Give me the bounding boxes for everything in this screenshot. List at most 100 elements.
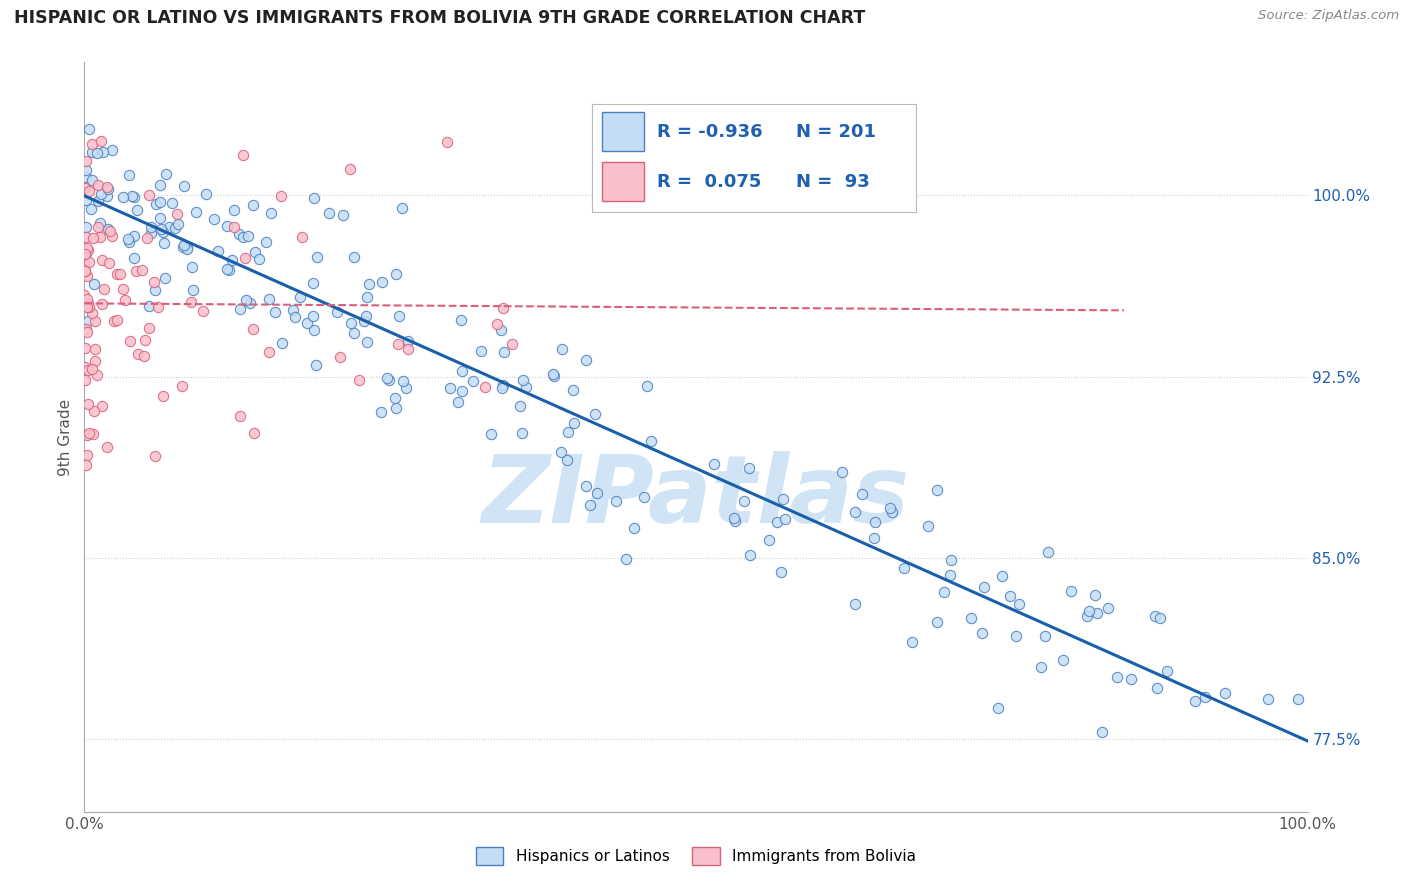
Point [578,499,600,513]
Point [353,314,375,328]
Point [1084,588,1107,602]
Point [356,291,378,305]
Point [723,510,745,524]
Point [96,180,118,194]
Point [304,323,326,337]
Point [343,326,366,341]
Point [862,532,884,546]
Point [221,252,243,267]
Point [100,228,122,243]
Point [152,225,174,239]
Point [893,561,915,575]
Point [396,342,419,356]
Point [166,217,188,231]
Point [1105,670,1128,684]
Point [86,368,108,382]
Point [512,373,534,387]
Point [990,569,1012,583]
Point [89,216,111,230]
Point [254,235,277,249]
Point [396,334,419,349]
Point [77,363,100,377]
Point [879,501,901,516]
Point [75,153,97,168]
Point [1059,584,1081,599]
Point [326,304,349,318]
Point [82,427,104,442]
Point [90,400,112,414]
Point [77,244,100,258]
Point [235,293,257,307]
Point [510,425,533,440]
Point [83,277,105,291]
Y-axis label: 9th Grade: 9th Grade [58,399,73,475]
Text: HISPANIC OR LATINO VS IMMIGRANTS FROM BOLIVIA 9TH GRADE CORRELATION CHART: HISPANIC OR LATINO VS IMMIGRANTS FROM BO… [14,9,865,27]
Point [181,260,204,274]
Point [77,184,100,198]
Point [117,232,139,246]
Point [155,167,177,181]
Point [124,264,146,278]
Point [1008,597,1031,611]
Point [973,580,995,594]
Point [75,170,97,185]
Point [172,379,194,393]
Point [136,231,159,245]
Point [395,381,418,395]
Point [561,384,583,398]
Point [243,245,266,260]
Point [509,399,531,413]
Point [232,147,254,161]
Point [636,378,658,392]
Point [117,168,139,182]
Point [139,220,162,235]
Point [295,316,318,330]
Point [939,553,962,567]
Point [302,309,325,323]
Point [146,300,169,314]
Point [97,222,120,236]
Point [138,298,160,312]
Point [371,275,394,289]
Point [90,134,112,148]
Point [131,263,153,277]
Point [186,204,208,219]
Point [73,181,96,195]
Point [1119,672,1142,686]
Point [271,335,294,350]
Point [1184,693,1206,707]
Point [73,341,96,355]
Point [77,313,100,327]
Point [173,179,195,194]
Point [1097,601,1119,615]
Point [758,533,780,547]
Point [765,516,787,530]
Point [451,364,474,378]
Point [76,241,98,255]
Point [703,457,725,471]
Point [388,309,411,323]
Point [1038,545,1060,559]
Point [939,567,962,582]
Point [470,343,492,358]
Point [387,336,409,351]
Point [769,566,792,580]
Point [77,255,100,269]
Point [557,453,579,467]
Point [332,208,354,222]
Point [80,362,103,376]
Point [247,252,270,266]
Point [551,342,574,356]
Point [152,236,174,251]
Point [76,396,98,410]
Point [193,304,215,318]
Point [97,182,120,196]
Point [79,300,101,314]
Point [96,188,118,202]
Point [73,264,96,278]
Point [260,206,283,220]
Text: ZIPatlas: ZIPatlas [482,451,910,543]
Point [143,284,166,298]
Point [242,198,264,212]
Point [91,297,114,311]
